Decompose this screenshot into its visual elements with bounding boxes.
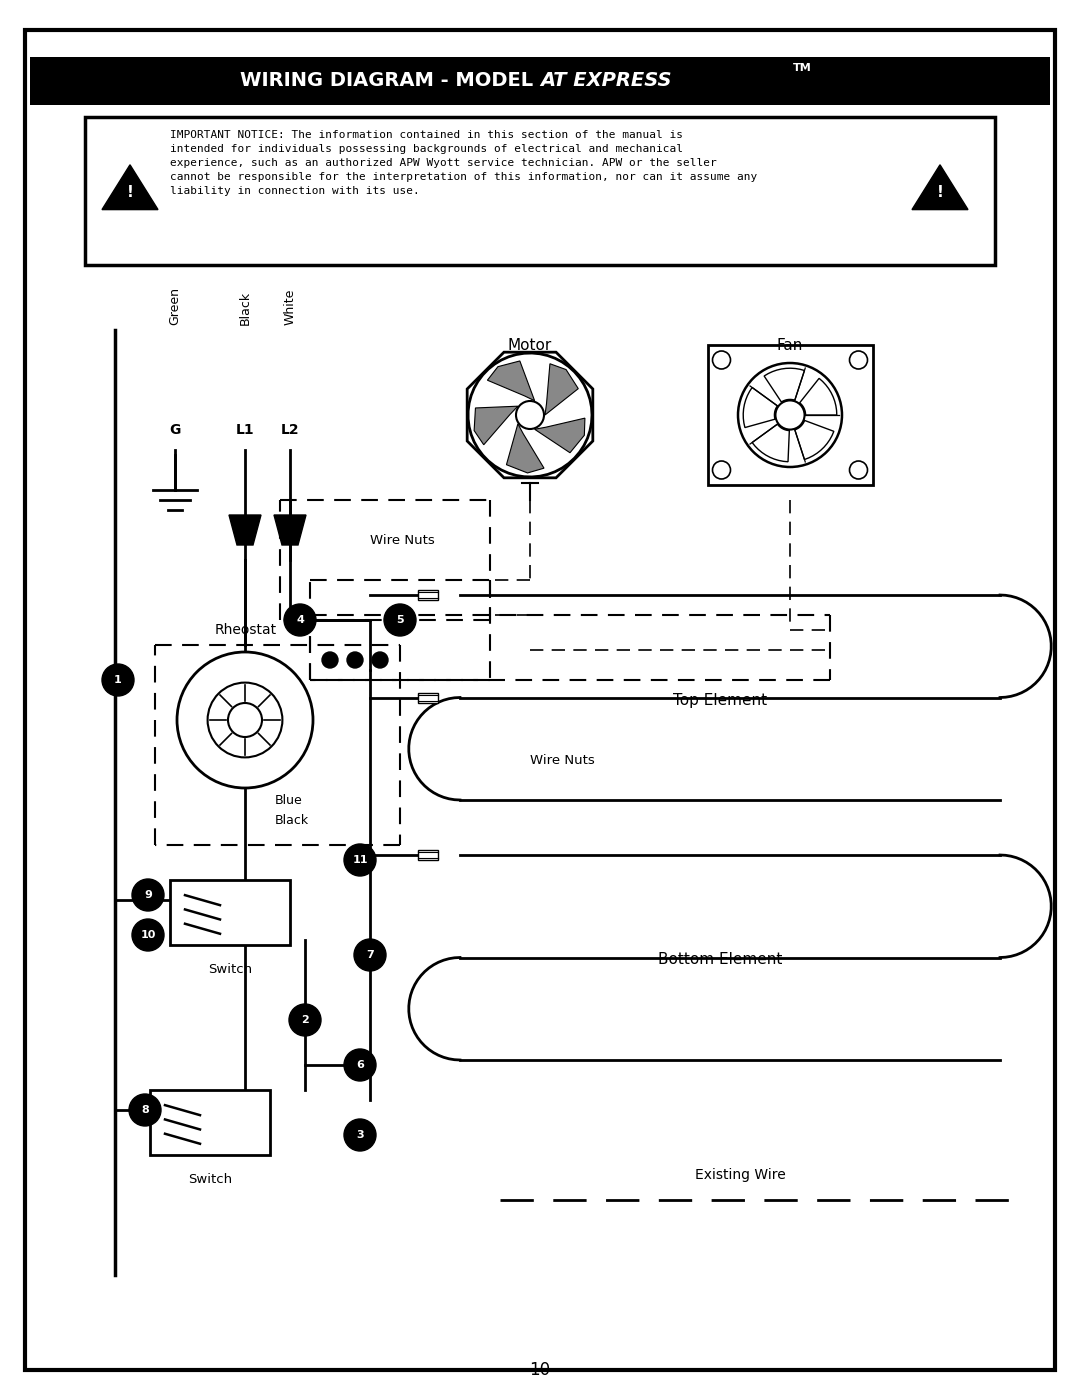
Polygon shape [468, 353, 592, 476]
Text: IMPORTANT NOTICE: The information contained in this section of the manual is
int: IMPORTANT NOTICE: The information contai… [170, 130, 757, 196]
Text: L2: L2 [281, 423, 299, 437]
Text: !: ! [126, 186, 134, 200]
Circle shape [738, 363, 842, 467]
Bar [150, 1090, 270, 1155]
Text: 10: 10 [140, 930, 156, 940]
Circle shape [354, 939, 386, 971]
Circle shape [207, 683, 282, 757]
Text: Blue: Blue [275, 793, 302, 806]
Text: Switch: Switch [208, 963, 252, 977]
Text: Bottom Element: Bottom Element [658, 953, 782, 968]
Circle shape [850, 461, 867, 479]
Text: TM: TM [793, 63, 812, 73]
Circle shape [384, 604, 416, 636]
Circle shape [713, 461, 730, 479]
Circle shape [129, 1094, 161, 1126]
Polygon shape [752, 425, 789, 462]
Polygon shape [535, 418, 585, 453]
Polygon shape [229, 515, 261, 545]
Text: Fan: Fan [777, 338, 804, 352]
Text: L1: L1 [235, 423, 254, 437]
Bar [170, 880, 291, 944]
Circle shape [322, 652, 338, 668]
Text: 4: 4 [296, 615, 303, 624]
Circle shape [345, 844, 376, 876]
Bar [418, 849, 438, 861]
Text: WIRING DIAGRAM - MODEL: WIRING DIAGRAM - MODEL [240, 70, 540, 89]
Bar [418, 693, 438, 703]
Text: 2: 2 [301, 1016, 309, 1025]
Circle shape [102, 664, 134, 696]
Circle shape [228, 703, 262, 738]
Polygon shape [743, 387, 778, 427]
Polygon shape [102, 165, 158, 210]
Polygon shape [795, 420, 834, 460]
Text: Existing Wire: Existing Wire [694, 1168, 785, 1182]
Circle shape [132, 919, 164, 951]
Text: AT EXPRESS: AT EXPRESS [540, 70, 672, 89]
Text: 8: 8 [141, 1105, 149, 1115]
Text: 11: 11 [352, 855, 368, 865]
Text: 7: 7 [366, 950, 374, 960]
Polygon shape [468, 352, 593, 478]
Bar [85, 117, 995, 265]
Circle shape [347, 652, 363, 668]
Text: 10: 10 [529, 1361, 551, 1379]
Polygon shape [799, 379, 837, 415]
Text: Motor: Motor [508, 338, 552, 352]
Circle shape [345, 1049, 376, 1081]
Bar [418, 590, 438, 599]
Circle shape [177, 652, 313, 788]
Text: Rheostat: Rheostat [215, 623, 278, 637]
Bar [707, 345, 873, 485]
Text: !: ! [936, 186, 944, 200]
Circle shape [850, 351, 867, 369]
Text: 3: 3 [356, 1130, 364, 1140]
Polygon shape [474, 407, 518, 444]
Circle shape [372, 652, 388, 668]
Circle shape [345, 1119, 376, 1151]
Text: Top Element: Top Element [673, 693, 767, 707]
Text: Black: Black [275, 813, 309, 827]
Polygon shape [487, 360, 535, 401]
Circle shape [775, 401, 805, 429]
Text: Wire Nuts: Wire Nuts [370, 534, 435, 546]
Polygon shape [765, 369, 805, 402]
Text: Wire Nuts: Wire Nuts [530, 753, 595, 767]
Circle shape [132, 879, 164, 911]
Text: Switch: Switch [188, 1173, 232, 1186]
Text: Green: Green [168, 286, 181, 326]
Bar [30, 57, 1050, 105]
Text: 9: 9 [144, 890, 152, 900]
Text: 5: 5 [396, 615, 404, 624]
Text: White: White [283, 289, 297, 326]
Circle shape [289, 1004, 321, 1037]
Polygon shape [507, 423, 544, 474]
Polygon shape [274, 515, 306, 545]
Circle shape [713, 351, 730, 369]
Text: 6: 6 [356, 1060, 364, 1070]
Circle shape [516, 401, 544, 429]
Circle shape [284, 604, 316, 636]
Polygon shape [912, 165, 968, 210]
Polygon shape [545, 363, 578, 415]
Text: G: G [170, 423, 180, 437]
Text: 1: 1 [114, 675, 122, 685]
Text: Black: Black [239, 291, 252, 326]
